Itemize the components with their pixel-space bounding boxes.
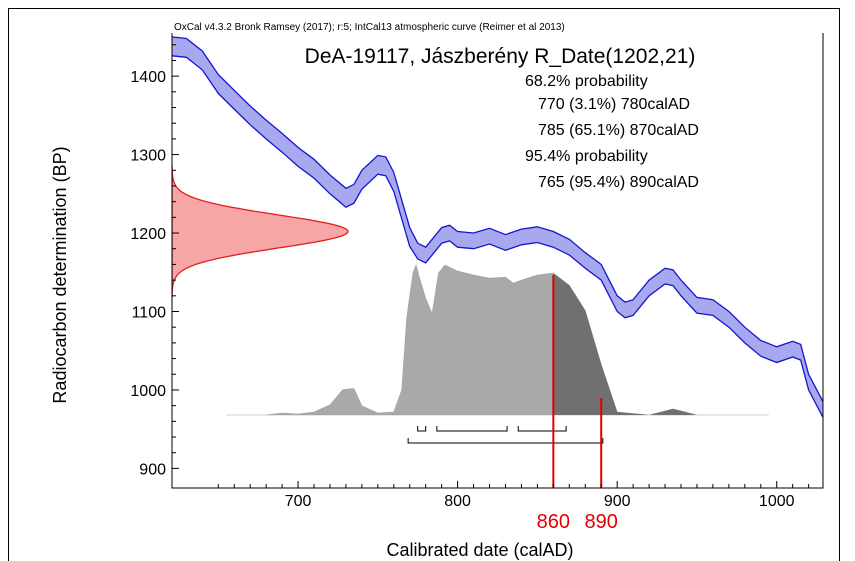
axis-frame bbox=[171, 33, 824, 489]
x-tick-label: 700 bbox=[285, 493, 312, 510]
y-tick-label: 1000 bbox=[130, 383, 166, 400]
y-tick-label: 1200 bbox=[130, 226, 166, 243]
x-tick-label: 800 bbox=[444, 493, 471, 510]
chart-title: DeA-19117, Jászberény R_Date(1202,21) bbox=[305, 45, 696, 68]
y-tick-label: 1400 bbox=[130, 69, 166, 86]
x-axis-label: Calibrated date (calAD) bbox=[386, 540, 573, 560]
marker-label: 890 bbox=[585, 511, 618, 533]
posterior-distribution-tail bbox=[553, 273, 769, 415]
plot-frame bbox=[8, 8, 840, 561]
range-68-bracket bbox=[517, 426, 567, 432]
prob-line: 95.4% probability bbox=[525, 148, 648, 165]
y-tick-label: 1100 bbox=[132, 304, 167, 321]
y-axis-label: Radiocarbon determination (BP) bbox=[50, 146, 70, 403]
range-68-bracket bbox=[417, 426, 427, 432]
calibration-curve-upper bbox=[172, 36, 823, 403]
x-tick-label: 1000 bbox=[759, 493, 795, 510]
chart-header: OxCal v4.3.2 Bronk Ramsey (2017); r:5; I… bbox=[174, 22, 565, 33]
range-68-bracket bbox=[436, 426, 508, 432]
marker-label: 860 bbox=[537, 511, 570, 533]
prob-line: 785 (65.1%) 870calAD bbox=[538, 122, 699, 139]
prob-line: 765 (95.4%) 890calAD bbox=[538, 174, 699, 191]
prob-line: 68.2% probability bbox=[525, 73, 648, 90]
calibration-curve-lower bbox=[172, 55, 823, 418]
y-tick-label: 1300 bbox=[130, 148, 166, 165]
x-tick-label: 900 bbox=[604, 493, 631, 510]
y-tick-label: 900 bbox=[139, 461, 166, 478]
range-95-bracket bbox=[407, 438, 604, 444]
prob-line: 770 (3.1%) 780calAD bbox=[538, 96, 690, 113]
